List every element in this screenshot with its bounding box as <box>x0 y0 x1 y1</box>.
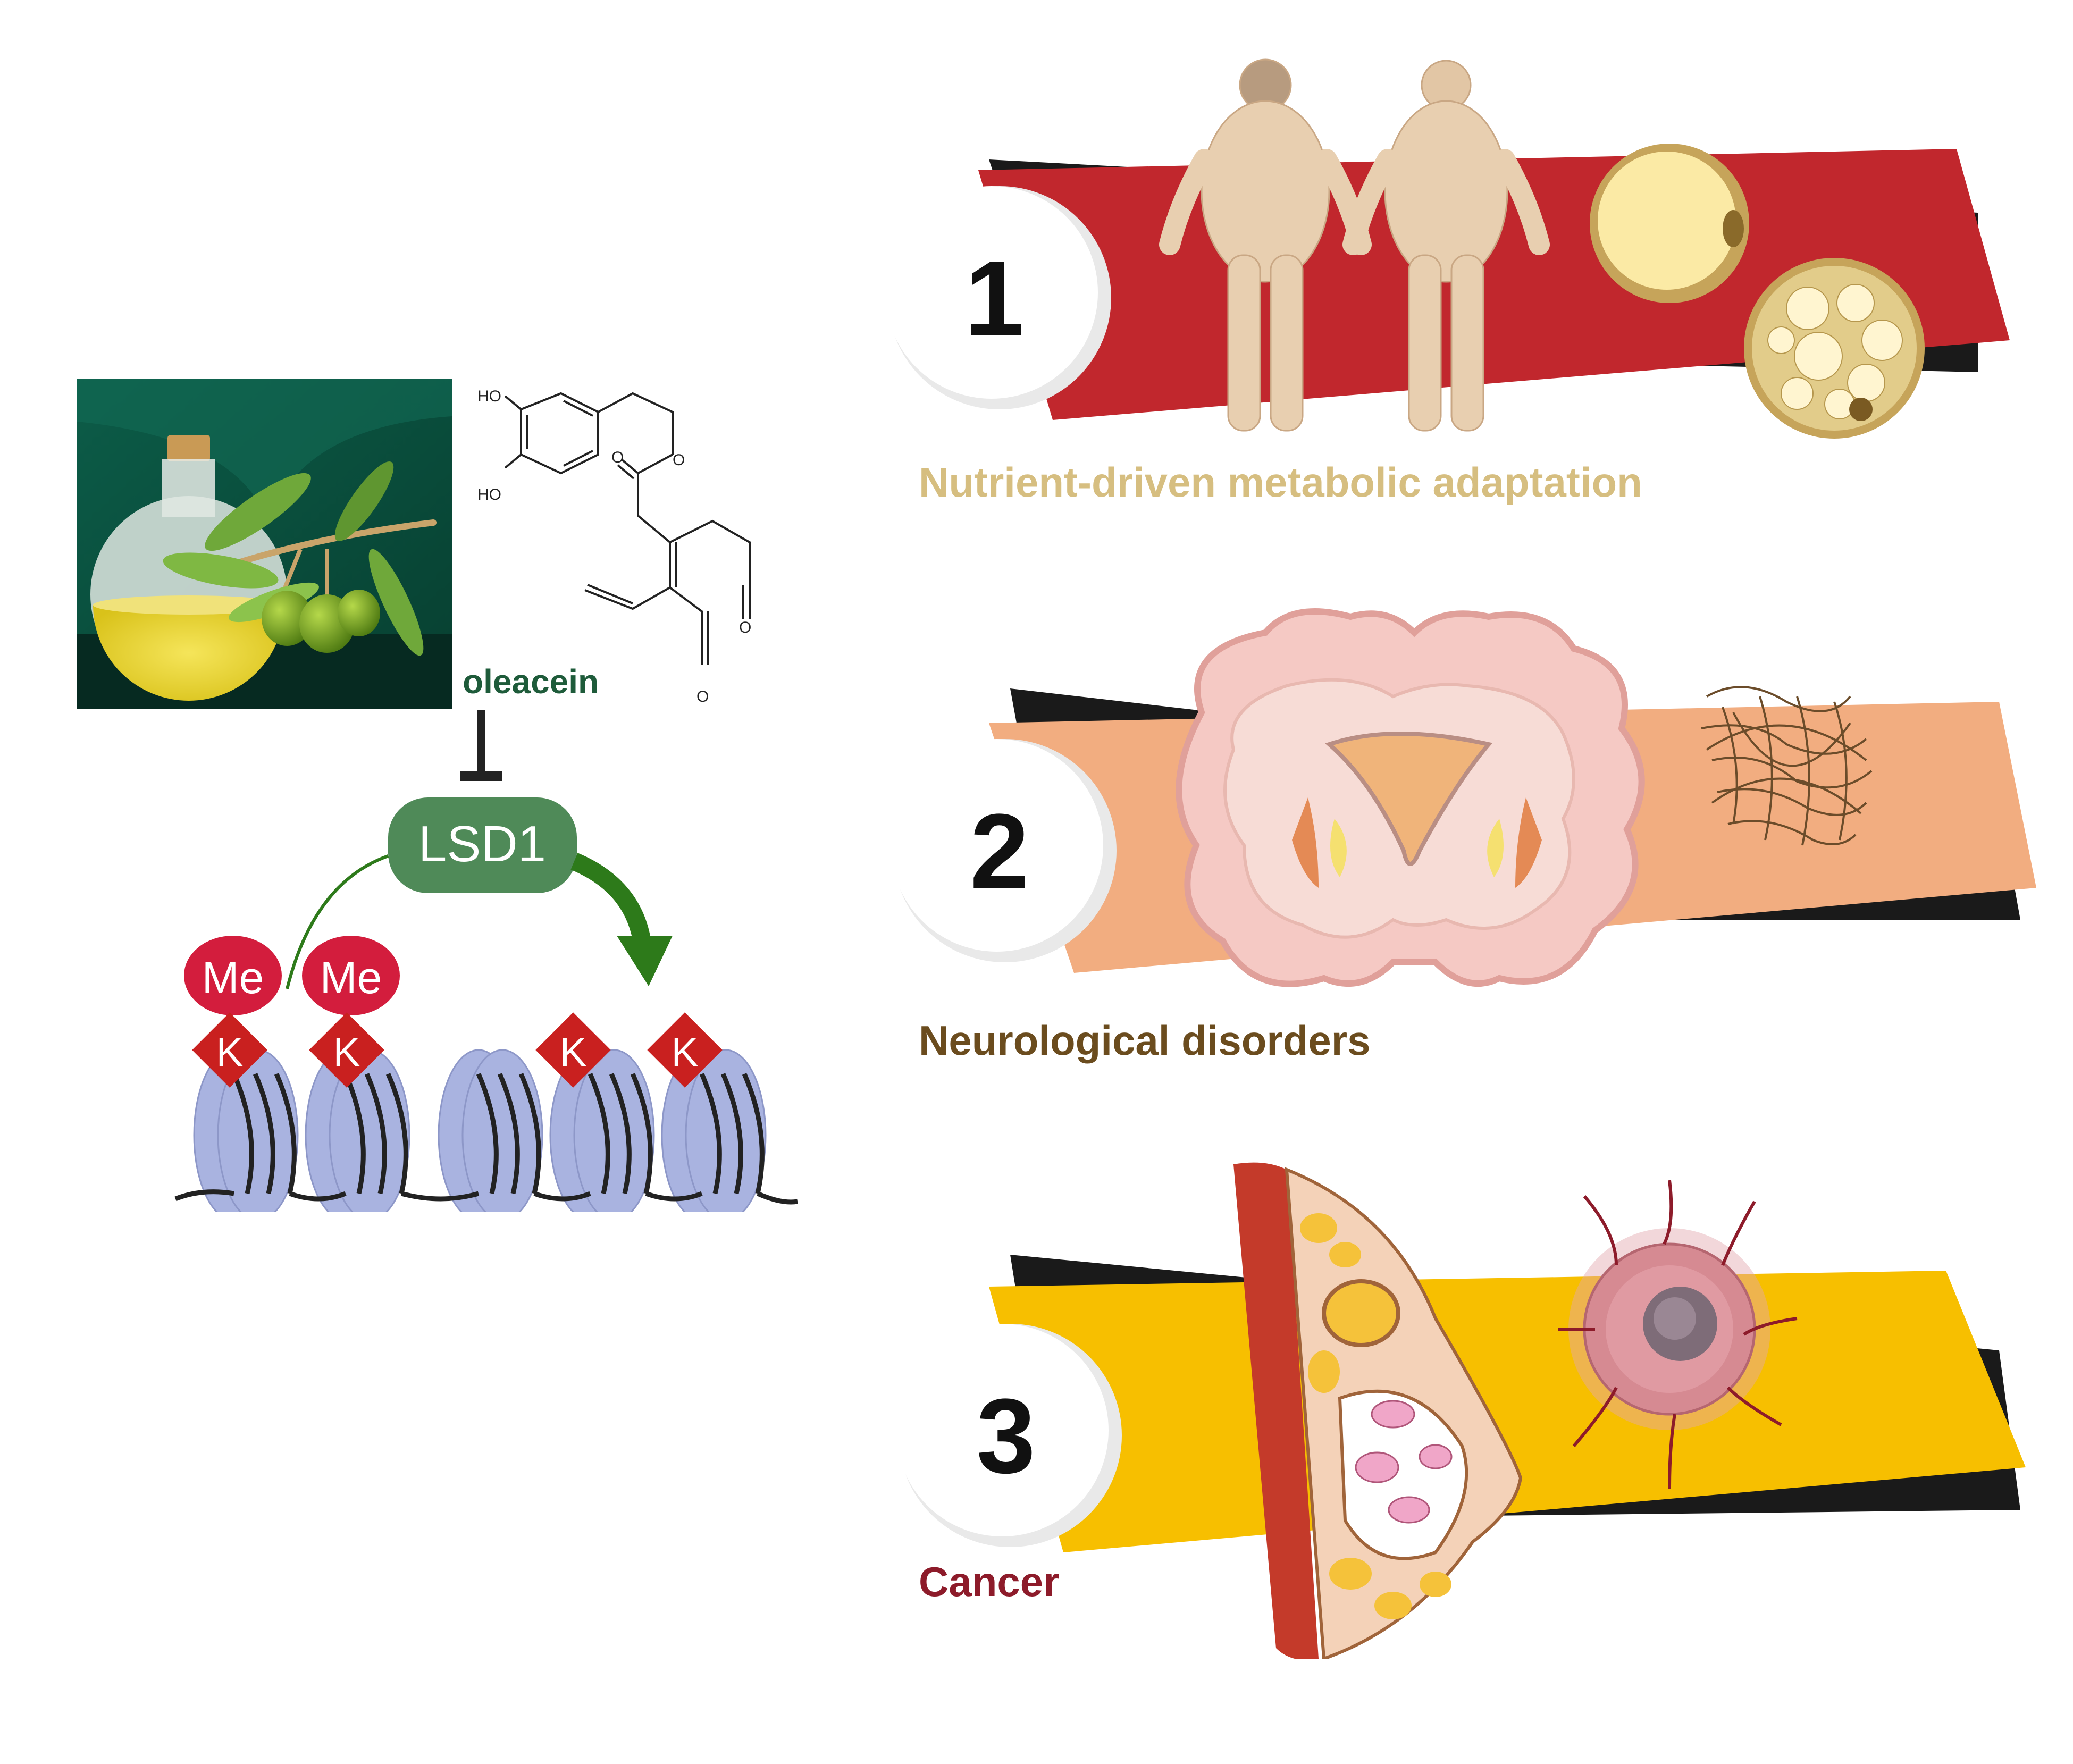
obese-male-figure <box>1342 60 1550 432</box>
svg-text:Me: Me <box>202 953 264 1003</box>
panel-3-graphic: 3 <box>896 1162 2026 1659</box>
lsd1-mechanism: LSD1 Me Me <box>174 710 798 1212</box>
aldehyde-oxygen-2-label: O <box>696 688 709 705</box>
brain-coronal-section-icon <box>1176 608 1645 987</box>
olive-oil-illustration <box>77 379 452 709</box>
panel-1-caption: Nutrient-driven metabolic adaptation <box>919 459 1642 506</box>
panel-3-band <box>989 1271 2026 1552</box>
panel-3-number: 3 <box>976 1377 1035 1496</box>
ring-oxygen-label: O <box>673 451 685 469</box>
panel-1-graphic: 1 <box>885 58 2010 439</box>
multilocular-fat-cell-icon <box>1744 258 1925 439</box>
oleacein-structure: HO HO O O O O <box>477 388 751 705</box>
lysine-badge-2: K <box>309 1012 384 1088</box>
svg-text:K: K <box>333 1030 360 1075</box>
svg-text:Me: Me <box>320 953 382 1003</box>
panel-1-number: 1 <box>964 239 1023 358</box>
panel-2-number: 2 <box>970 792 1029 911</box>
lsd1-node <box>388 797 577 893</box>
svg-text:K: K <box>560 1030 587 1075</box>
methyl-badge-1: Me <box>184 936 282 1015</box>
svg-text:K: K <box>216 1030 244 1075</box>
hydroxyl-top-label: HO <box>477 388 501 405</box>
aldehyde-oxygen-1-label: O <box>739 619 751 636</box>
lysine-badge-4: K <box>647 1012 723 1088</box>
breast-anatomy-icon <box>1233 1162 1523 1659</box>
adipocyte-icon <box>1590 144 1749 303</box>
panel-3-caption: Cancer <box>919 1558 1060 1605</box>
chromatin <box>174 1049 798 1212</box>
methyl-badge-2: Me <box>302 936 400 1015</box>
tumor-icon <box>1558 1180 1798 1489</box>
carbonyl-oxygen-label: O <box>611 449 624 466</box>
demethylation-curve <box>286 854 389 989</box>
panel-2-caption: Neurological disorders <box>919 1017 1371 1064</box>
lysine-badge-3: K <box>535 1012 611 1088</box>
panel-2-graphic: 2 <box>891 608 2036 987</box>
hydroxyl-bottom-label: HO <box>477 486 501 503</box>
svg-text:K: K <box>672 1030 699 1075</box>
neurofibrillary-tangle-icon <box>1701 686 1873 846</box>
lsd1-label: LSD1 <box>418 816 546 872</box>
oleacein-label: oleacein <box>463 662 599 701</box>
lsd1-action-arrowhead <box>617 936 673 986</box>
